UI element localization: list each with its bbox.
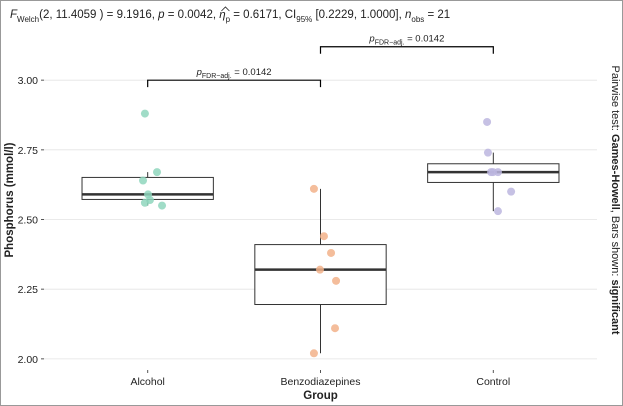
data-point [327, 248, 336, 257]
data-point [309, 349, 318, 358]
caption-part: , Bars shown: [609, 210, 621, 280]
y-tick-label: 3.00 [18, 75, 39, 87]
y-tick-label: 2.25 [18, 284, 39, 296]
data-point [507, 187, 516, 196]
data-point [158, 201, 167, 210]
data-point [319, 232, 328, 241]
x-tick-label: Benzodiazepines [281, 376, 361, 388]
caption: Pairwise test: Games-Howell, Bars shown:… [609, 66, 621, 335]
subtitle-part: n [405, 9, 411, 21]
y-tick-label: 2.00 [18, 354, 39, 366]
label-part: FDR−adj. [202, 73, 232, 80]
data-point [493, 207, 502, 216]
subtitle-part: Welch [17, 15, 39, 24]
label-part: p [368, 34, 374, 45]
subtitle-part: (2, 11.4059 ) = 9.1916, [39, 9, 158, 21]
data-point [140, 198, 149, 207]
bracket-label: pFDR−adj. = 0.0142 [368, 34, 444, 47]
hat [221, 6, 230, 12]
data-point [153, 168, 162, 177]
bracket-label: pFDR−adj. = 0.0142 [196, 67, 272, 80]
data-point [139, 176, 148, 185]
data-point [315, 265, 324, 274]
subtitle-part: [0.2229, 1.0000], [312, 9, 405, 21]
bracket [147, 79, 322, 88]
subtitle-part: F [10, 9, 18, 21]
data-point [140, 109, 149, 118]
caption-part: Pairwise test: [609, 66, 621, 134]
x-tick-label: Alcohol [130, 376, 164, 388]
x-tick-label: Control [476, 376, 510, 388]
y-axis-title: Phosphorus (mmol/l) [4, 142, 16, 257]
subtitle-part: obs [411, 15, 424, 24]
subtitle: FWelch(2, 11.4059 ) = 9.1916, p = 0.0042… [10, 9, 450, 24]
data-point [331, 324, 340, 333]
data-point [309, 184, 318, 193]
subtitle-part: = 0.0042, [165, 9, 220, 21]
bracket [319, 46, 494, 54]
data-point [483, 117, 492, 126]
data-point [332, 276, 341, 285]
subtitle-part: p [226, 15, 231, 24]
x-axis-title: Group [303, 390, 338, 402]
label-part: = 0.0142 [232, 67, 272, 78]
data-point [483, 148, 492, 157]
subtitle-part: = 21 [424, 9, 450, 21]
label-part: = 0.0142 [404, 34, 444, 45]
label-part: p [196, 67, 202, 78]
caption-part: significant [609, 279, 621, 334]
subtitle-part: p [157, 9, 165, 21]
subtitle-part: = 0.6171, CI [230, 9, 296, 21]
subtitle-part: 95% [296, 15, 312, 24]
y-tick-label: 2.75 [18, 145, 39, 157]
label-part: FDR−adj. [375, 40, 405, 47]
box [254, 244, 387, 306]
subtitle-part: η [219, 9, 225, 21]
caption-part: Games-Howell [609, 134, 621, 210]
y-tick-label: 2.50 [18, 215, 39, 227]
data-point [493, 168, 502, 177]
